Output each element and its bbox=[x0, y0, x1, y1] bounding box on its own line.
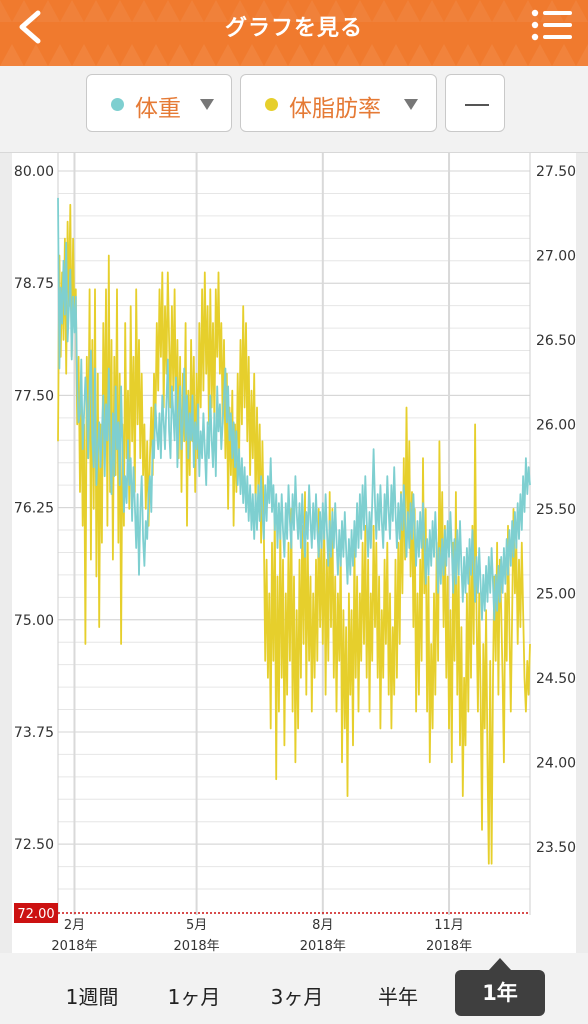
target-weight-label: 72.00 bbox=[17, 907, 54, 922]
page-title: グラフを見る bbox=[224, 16, 363, 41]
target-weight-badge bbox=[14, 903, 58, 923]
x-tick-year-label: 2018年 bbox=[174, 939, 220, 953]
bodyfat-color-dot bbox=[265, 98, 278, 111]
y-left-tick-label: 78.75 bbox=[14, 276, 54, 292]
dropdown-arrow-icon bbox=[200, 99, 214, 110]
x-tick-month-label: 2月 bbox=[64, 918, 85, 933]
series-selector-bar: 体重 体脂肪率 bbox=[0, 66, 588, 153]
period-tabs: 1週間 1ヶ月 3ヶ月 半年 1年 bbox=[0, 953, 588, 1024]
x-tick-month-label: 8月 bbox=[312, 918, 333, 933]
header-pattern bbox=[0, 0, 588, 66]
y-right-tick-label: 24.00 bbox=[536, 755, 576, 771]
weight-series-selector[interactable]: 体重 bbox=[86, 74, 232, 132]
tab-3-months[interactable]: 3ヶ月 bbox=[270, 985, 324, 1009]
empty-series-dash-icon bbox=[465, 104, 489, 106]
y-right-tick-label: 26.00 bbox=[536, 417, 576, 433]
y-left-tick-label: 76.25 bbox=[14, 501, 54, 517]
third-series-selector[interactable] bbox=[445, 74, 505, 132]
x-tick-year-label: 2018年 bbox=[51, 939, 97, 953]
dropdown-arrow-icon bbox=[404, 99, 418, 110]
x-tick-month-label: 11月 bbox=[434, 918, 464, 933]
y-right-tick-label: 25.50 bbox=[536, 502, 576, 518]
active-tab-pointer bbox=[489, 958, 511, 970]
app-header: グラフを見る bbox=[0, 0, 588, 66]
y-left-tick-label: 77.50 bbox=[14, 388, 54, 404]
y-left-tick-label: 73.75 bbox=[14, 725, 54, 741]
list-menu-icon[interactable] bbox=[530, 8, 574, 42]
y-right-tick-label: 27.50 bbox=[536, 164, 576, 180]
y-right-tick-label: 25.00 bbox=[536, 586, 576, 602]
y-left-tick-label: 80.00 bbox=[14, 164, 54, 180]
y-right-tick-label: 26.50 bbox=[536, 333, 576, 349]
bodyfat-series-line bbox=[57, 203, 531, 865]
weight-color-dot bbox=[111, 98, 124, 111]
tab-half-year[interactable]: 半年 bbox=[378, 985, 418, 1009]
y-left-tick-label: 75.00 bbox=[14, 613, 54, 629]
x-tick-year-label: 2018年 bbox=[426, 939, 472, 953]
weight-selector-label: 体重 bbox=[135, 96, 181, 122]
chevron-left-icon[interactable] bbox=[10, 8, 54, 46]
y-right-tick-label: 27.00 bbox=[536, 248, 576, 264]
bodyfat-series-selector[interactable]: 体脂肪率 bbox=[240, 74, 437, 132]
x-tick-year-label: 2018年 bbox=[300, 939, 346, 953]
y-right-tick-label: 24.50 bbox=[536, 671, 576, 687]
weight-bodyfat-chart: 80.00 78.75 77.50 76.25 75.00 73.75 72.50 27.50… bbox=[14, 153, 576, 954]
y-left-tick-label: 72.50 bbox=[14, 837, 54, 853]
tab-1-month[interactable]: 1ヶ月 bbox=[167, 985, 221, 1009]
tab-1-week[interactable]: 1週間 bbox=[65, 985, 119, 1009]
chart-area[interactable]: 80.00 78.75 77.50 76.25 75.00 73.75 72.50 27.50… bbox=[12, 153, 576, 954]
weight-series-line bbox=[57, 197, 531, 621]
bodyfat-selector-label: 体脂肪率 bbox=[289, 96, 381, 122]
y-right-tick-label: 23.50 bbox=[536, 840, 576, 856]
tab-1-year[interactable]: 1年 bbox=[455, 970, 545, 1016]
x-tick-month-label: 5月 bbox=[186, 918, 207, 933]
